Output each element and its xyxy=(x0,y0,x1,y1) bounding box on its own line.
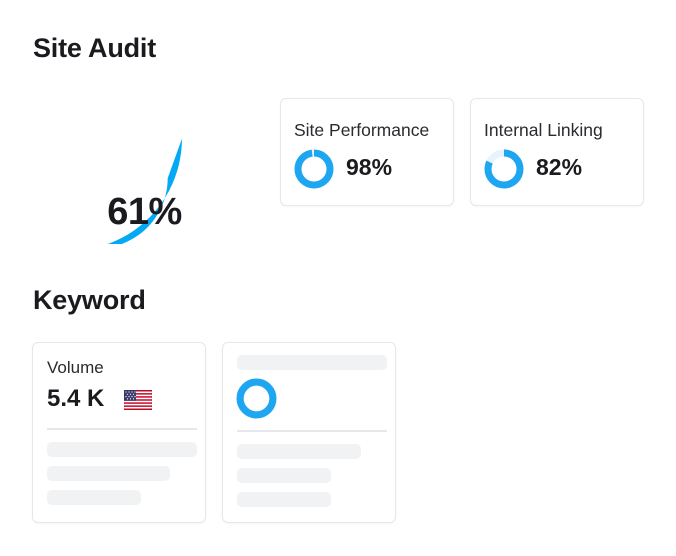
skeleton-line xyxy=(237,468,331,483)
site-audit-title: Site Audit xyxy=(33,33,156,63)
skeleton-line xyxy=(237,492,331,507)
volume-value: 5.4 K xyxy=(47,385,105,412)
skeleton-line xyxy=(237,444,361,459)
internal-linking-label: Internal Linking xyxy=(484,120,603,140)
skeleton-line xyxy=(237,355,387,370)
keyword-title: Keyword xyxy=(33,285,146,315)
skeleton-line xyxy=(47,490,141,505)
skeleton-line xyxy=(47,466,170,481)
internal-linking-value: 82% xyxy=(536,154,583,180)
us-flag-icon xyxy=(124,390,152,410)
placeholder-ring-icon xyxy=(236,378,277,419)
site-performance-card[interactable]: Site Performance 98% xyxy=(280,98,454,206)
site-audit-gauge: 61% xyxy=(31,101,258,244)
internal-linking-card[interactable]: Internal Linking 82% xyxy=(470,98,644,206)
placeholder-card[interactable] xyxy=(222,342,396,523)
site-performance-ring-icon xyxy=(294,149,334,189)
skeleton-line xyxy=(47,442,197,457)
placeholder-divider xyxy=(237,430,387,432)
gauge-value: 61% xyxy=(107,191,182,233)
volume-card[interactable]: Volume 5.4 K xyxy=(32,342,206,523)
internal-linking-ring-icon xyxy=(484,149,524,189)
volume-divider xyxy=(47,428,197,430)
site-performance-label: Site Performance xyxy=(294,120,430,140)
site-performance-value: 98% xyxy=(346,154,393,180)
volume-label: Volume xyxy=(47,358,104,377)
